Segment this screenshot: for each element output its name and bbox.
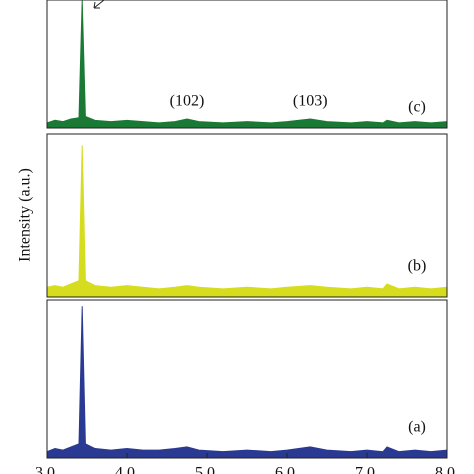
x-tick-label: 80 bbox=[435, 465, 459, 474]
panel-label: (b) bbox=[408, 258, 427, 275]
peak-annotation: (102) bbox=[170, 93, 205, 110]
xrd-area bbox=[47, 145, 447, 297]
y-axis-label: Intensity (a.u.) bbox=[17, 168, 34, 262]
x-tick-label: 50 bbox=[195, 465, 219, 474]
panel-label: (a) bbox=[408, 419, 426, 436]
x-tick-label: 70 bbox=[355, 465, 379, 474]
panel-frame bbox=[46, 133, 448, 298]
x-tick-label: 60 bbox=[275, 465, 299, 474]
panel-frame bbox=[46, 299, 448, 459]
peak-annotation: (103) bbox=[293, 93, 328, 110]
panel-frame bbox=[46, 0, 448, 129]
arrow bbox=[93, 0, 105, 9]
xrd-area bbox=[47, 306, 447, 458]
x-tick-label: 30 bbox=[35, 465, 59, 474]
x-tick-label: 40 bbox=[115, 465, 139, 474]
panel-label: (c) bbox=[408, 99, 426, 116]
xrd-area bbox=[47, 0, 447, 128]
